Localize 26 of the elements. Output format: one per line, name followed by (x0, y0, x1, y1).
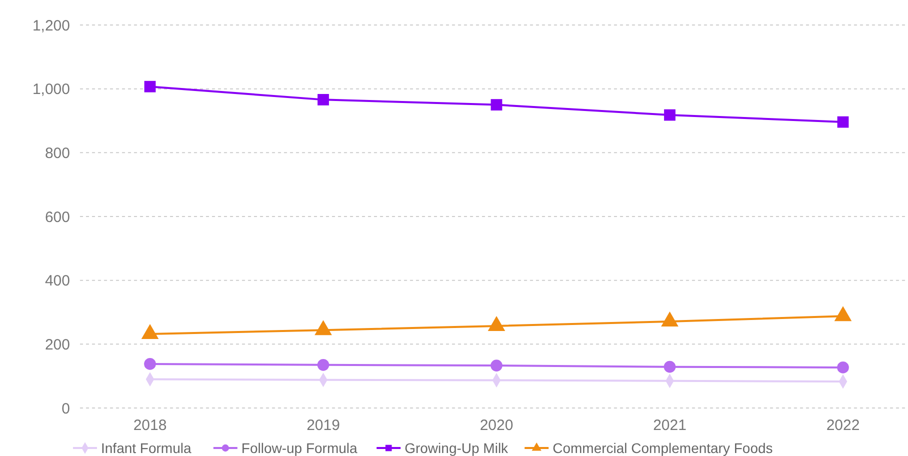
y-tick-label: 1,200 (32, 17, 70, 34)
legend-label: Infant Formula (101, 440, 192, 456)
x-tick-label: 2019 (306, 417, 340, 434)
y-tick-label: 800 (44, 144, 70, 162)
x-tick-label: 2020 (480, 417, 514, 434)
point (837, 362, 849, 374)
point (837, 116, 849, 128)
legend-label: Commercial Complementary Foods (552, 440, 773, 456)
y-tick-label: 200 (44, 336, 70, 354)
x-tick-label: 2021 (653, 417, 686, 434)
point (317, 359, 330, 371)
point (664, 360, 676, 373)
y-tick-label: 1,000 (32, 81, 70, 98)
legend-label: Growing-Up Milk (404, 440, 510, 456)
point (144, 80, 156, 92)
x-tick-label: 2022 (826, 417, 860, 434)
x-tick-label: 2018 (133, 417, 167, 434)
point (318, 94, 329, 106)
y-tick-label: 400 (44, 272, 70, 290)
point (144, 358, 156, 370)
point (490, 99, 502, 110)
y-tick-label: 0 (62, 400, 70, 418)
point (490, 360, 502, 372)
y-tick-label: 600 (44, 208, 70, 226)
legend-label: Follow-up Formula (241, 440, 358, 456)
point (664, 109, 676, 121)
